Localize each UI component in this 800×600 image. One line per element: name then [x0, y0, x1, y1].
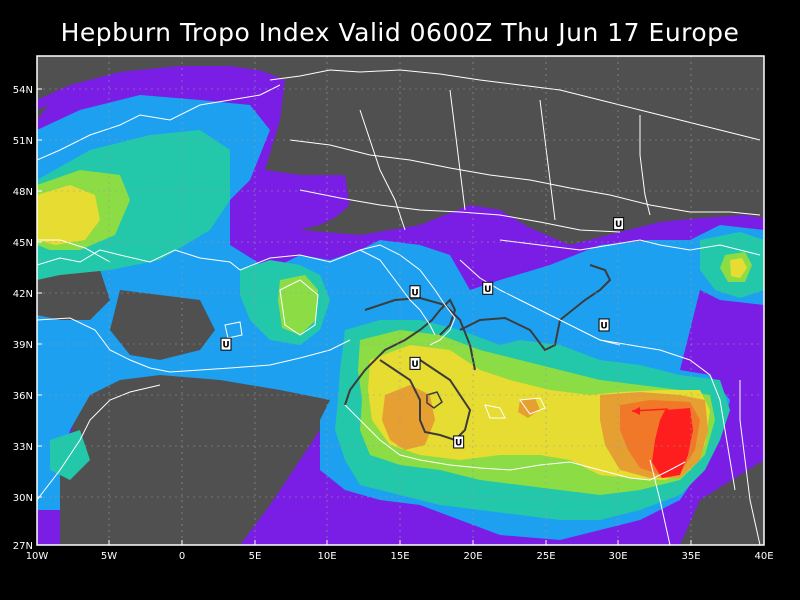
contour-line	[426, 391, 443, 409]
lat-tick: 36N	[13, 391, 42, 402]
contour-line	[344, 298, 457, 406]
upper-low-marker-label: U	[222, 341, 229, 351]
coastlines	[37, 69, 761, 545]
svg-text:15E: 15E	[390, 551, 409, 562]
svg-text:48N: 48N	[13, 187, 33, 198]
upper-low-marker-label: U	[600, 321, 607, 331]
upper-low-markers: U U U U U U U	[220, 217, 625, 449]
upper-low-marker-label: U	[455, 438, 462, 448]
index-level-8-area	[652, 408, 693, 478]
lat-tick: 39N	[13, 340, 42, 351]
upper-low-marker-label: U	[411, 288, 418, 298]
contour-line	[379, 359, 472, 442]
upper-low-marker: U	[482, 281, 494, 295]
map-title: Hepburn Tropo Index Valid 0600Z Thu Jun …	[60, 18, 740, 47]
svg-text:0: 0	[179, 551, 185, 562]
lon-tick: 5W	[101, 540, 117, 562]
lat-tick: 45N	[13, 238, 42, 249]
graticule	[37, 56, 764, 545]
svg-text:36N: 36N	[13, 391, 33, 402]
lon-tick: 10W	[26, 551, 49, 562]
svg-text:39N: 39N	[13, 340, 33, 351]
svg-text:25E: 25E	[536, 551, 555, 562]
svg-text:10W: 10W	[26, 551, 49, 562]
upper-low-marker-label: U	[484, 285, 491, 295]
upper-low-marker: U	[598, 318, 610, 332]
lon-axis: 10W 5W 0 5E 10E 15E 20E 25E 30E 35E 40E	[26, 540, 774, 562]
svg-text:40E: 40E	[754, 551, 773, 562]
svg-text:51N: 51N	[13, 136, 33, 147]
svg-text:30N: 30N	[13, 493, 33, 504]
svg-text:27N: 27N	[13, 541, 33, 552]
lat-tick: 51N	[13, 136, 42, 147]
wind-arrow-icon	[631, 407, 669, 415]
upper-low-marker: U	[409, 356, 421, 370]
index-level-5-area	[37, 185, 100, 245]
lat-tick: 42N	[13, 289, 42, 300]
lon-tick: 20E	[463, 540, 483, 562]
svg-text:5W: 5W	[101, 551, 117, 562]
lat-tick: 33N	[13, 442, 42, 453]
svg-text:20E: 20E	[463, 551, 482, 562]
lon-tick: 10E	[317, 540, 337, 562]
lat-tick: 27N	[13, 541, 33, 552]
svg-text:42N: 42N	[13, 289, 33, 300]
svg-text:35E: 35E	[681, 551, 700, 562]
index-level-6-area	[382, 385, 435, 450]
lat-axis: 54N 51N 48N 45N 42N 39N 36N 33N 30N 27N	[13, 85, 42, 552]
svg-text:30E: 30E	[608, 551, 627, 562]
lat-tick: 30N	[13, 493, 42, 504]
lon-tick: 30E	[608, 540, 628, 562]
lon-tick: 40E	[754, 551, 773, 562]
lon-tick: 15E	[390, 540, 410, 562]
svg-text:45N: 45N	[13, 238, 33, 249]
upper-low-marker: U	[613, 217, 625, 231]
upper-low-marker: U	[453, 435, 465, 449]
lon-tick: 35E	[681, 540, 701, 562]
lat-tick: 54N	[13, 85, 42, 96]
contour-line	[459, 264, 612, 352]
upper-low-marker: U	[220, 337, 232, 351]
lon-tick: 25E	[536, 540, 556, 562]
svg-text:5E: 5E	[249, 551, 262, 562]
svg-text:54N: 54N	[13, 85, 33, 96]
upper-low-marker: U	[409, 285, 421, 299]
upper-low-marker-label: U	[411, 360, 418, 370]
svg-text:10E: 10E	[317, 551, 336, 562]
lon-tick: 0	[179, 540, 185, 562]
lon-tick: 5E	[249, 540, 262, 562]
tropo-index-fill	[37, 56, 764, 545]
upper-low-marker-label: U	[615, 220, 622, 230]
svg-text:33N: 33N	[13, 442, 33, 453]
lat-tick: 48N	[13, 187, 42, 198]
